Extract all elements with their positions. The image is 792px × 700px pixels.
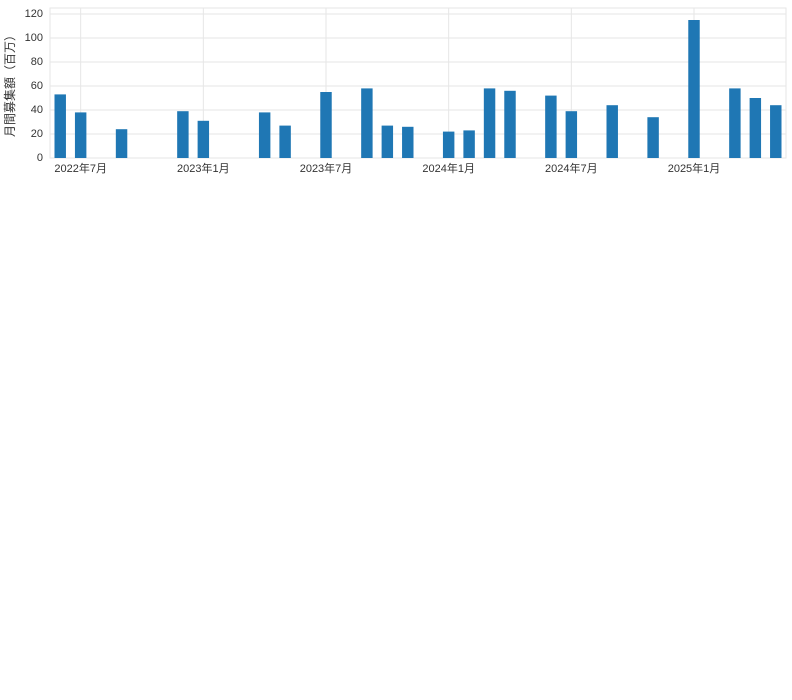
y-tick-label: 20 <box>31 128 43 140</box>
x-tick-label: 2023年1月 <box>177 161 230 175</box>
y-tick-label: 120 <box>25 8 43 20</box>
bar <box>443 132 454 158</box>
bar <box>361 88 372 158</box>
chart-container: 0 20 40 60 80 100 120 2022年7月 2023年1月 2023年7月 2024… <box>0 0 792 700</box>
bar <box>504 91 515 158</box>
bar <box>750 98 761 158</box>
bar <box>729 88 740 158</box>
x-tick-label: 2023年7月 <box>300 161 353 175</box>
bar <box>647 117 658 158</box>
y-tick-label: 80 <box>31 56 43 68</box>
bar <box>402 127 413 158</box>
bar <box>177 111 188 158</box>
x-tick-label: 2024年1月 <box>422 161 475 175</box>
y-tick-label: 100 <box>25 32 43 44</box>
bar <box>54 94 65 158</box>
bar <box>606 105 617 158</box>
bar <box>116 129 127 158</box>
y-axis-label: 月間募集額（百万） <box>2 29 17 137</box>
bar-chart: 0 20 40 60 80 100 120 2022年7月 2023年1月 2023年7月 2024… <box>0 0 792 700</box>
bar <box>382 126 393 158</box>
y-tick-label: 60 <box>31 80 43 92</box>
bar <box>259 112 270 158</box>
bar <box>198 121 209 158</box>
bar <box>484 88 495 158</box>
y-tick-label: 0 <box>37 152 43 164</box>
bar <box>279 126 290 158</box>
bar <box>566 111 577 158</box>
x-tick-label: 2022年7月 <box>54 161 107 175</box>
bar <box>770 105 781 158</box>
bar <box>320 92 331 158</box>
x-tick-label: 2025年1月 <box>668 161 721 175</box>
bar <box>75 112 86 158</box>
bar <box>463 130 474 158</box>
x-tick-label: 2024年7月 <box>545 161 598 175</box>
y-tick-label: 40 <box>31 104 43 116</box>
bar <box>688 20 699 158</box>
bar <box>545 96 556 158</box>
